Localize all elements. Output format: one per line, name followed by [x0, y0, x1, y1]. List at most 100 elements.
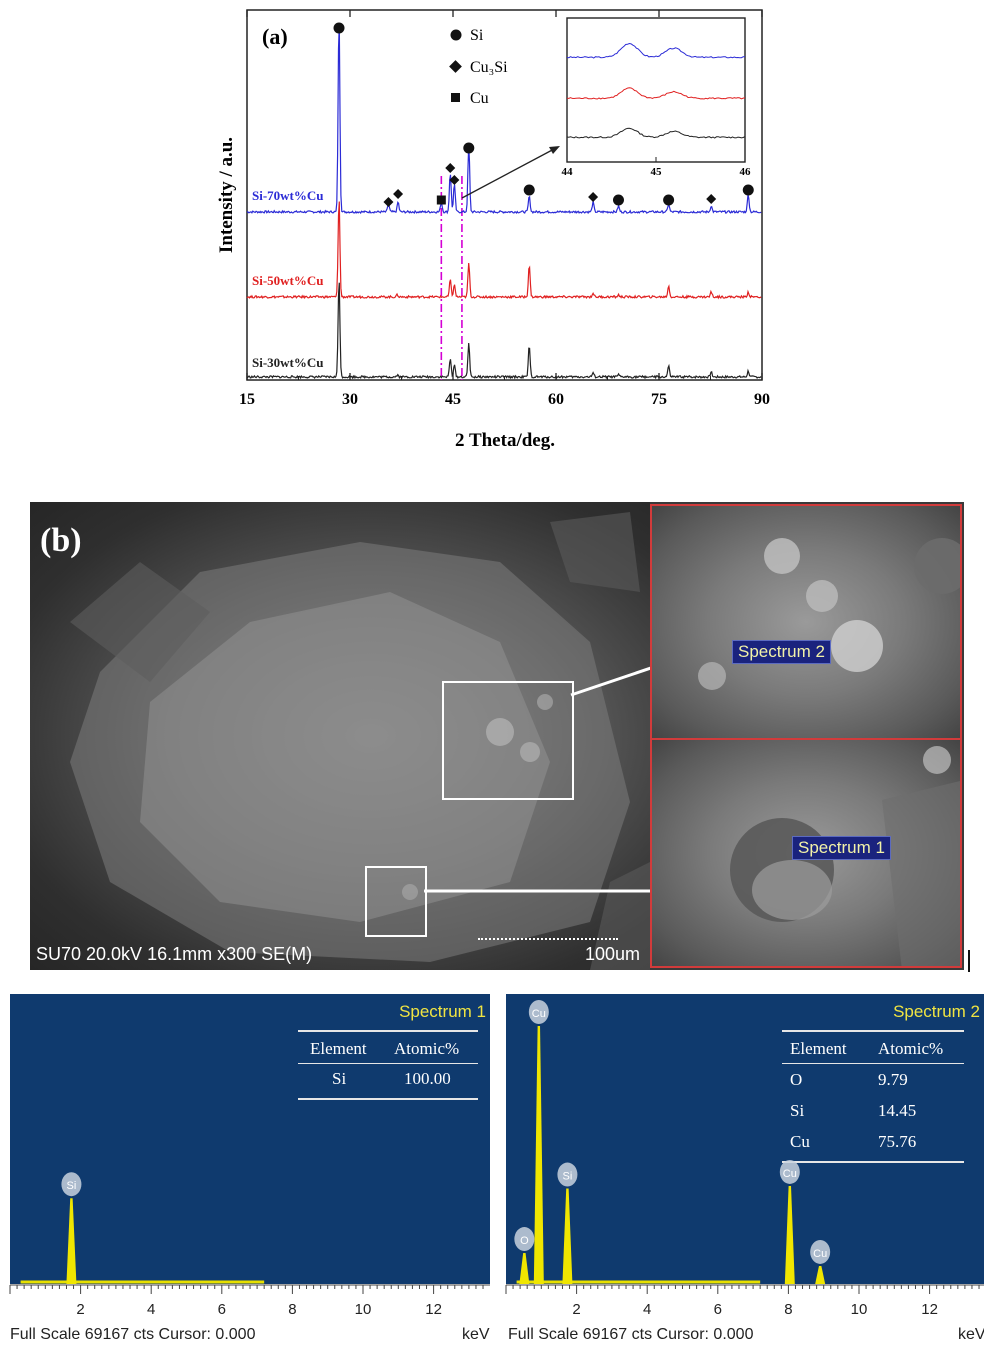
eds-2-row-2-value: 14.45 [878, 1101, 917, 1120]
zoom-box-upper [442, 681, 574, 800]
sem-edge-mark [968, 950, 970, 972]
sem-scale-bar-label: 100um [585, 944, 641, 964]
eds-peak-label: O [520, 1235, 529, 1247]
inset-arrow [461, 147, 557, 199]
sem-image: (b) SU70 20.0kV 16.1mm x300 SE(M) 100um … [30, 502, 964, 970]
x-tick-label: 15 [239, 391, 255, 408]
eds-1-footer: Full Scale 69167 cts Cursor: 0.000 [10, 1326, 256, 1343]
phase-markers [333, 22, 754, 207]
spectrum-1-tag: Spectrum 1 [792, 836, 891, 860]
sem-scale-dots [478, 938, 618, 940]
inset-tick-label: 46 [740, 166, 752, 178]
eds-2-header-atomic: Atomic% [878, 1039, 944, 1058]
eds-2-row-1-element: O [790, 1070, 803, 1089]
x-axis-ticks: 15 30 45 60 75 90 [239, 10, 770, 408]
eds-tick-label: 12 [425, 1301, 442, 1318]
eds-peak-label: Cu [532, 1008, 546, 1020]
eds-tick-label: 10 [355, 1301, 372, 1318]
sem-inset-spectrum-1: Spectrum 1 [650, 738, 962, 968]
eds-2-row-3-element: Cu [790, 1132, 810, 1151]
eds-1-title: Spectrum 1 [399, 1002, 486, 1021]
eds-1-unit: keV [462, 1326, 490, 1343]
si-marker [463, 142, 475, 154]
series-line-Si-50wt%Cu [246, 201, 762, 300]
series-label: Si-50wt%Cu [252, 273, 324, 288]
eds-tick-label: 2 [572, 1301, 580, 1318]
legend-square-marker [451, 93, 460, 102]
xrd-figure: 15 30 45 60 75 90 44 45 46 (a) Intensity / a.u.… [216, 9, 770, 451]
eds-peak-label: Cu [813, 1248, 827, 1260]
eds-2-footer: Full Scale 69167 cts Cursor: 0.000 [508, 1326, 754, 1343]
eds-peak-label: Si [67, 1180, 77, 1192]
eds-peak-Cu [815, 1265, 826, 1284]
x-tick-label: 60 [548, 391, 564, 408]
panel-b-label: (b) [40, 522, 82, 559]
xrd-series [246, 24, 762, 380]
inset-line-Si-50wt%Cu [566, 87, 746, 100]
particle-texture [70, 512, 650, 970]
eds-peak-bubble [557, 1162, 578, 1187]
cu3si-marker [706, 194, 717, 204]
eds-tick-label: 2 [76, 1301, 84, 1318]
series-label: Si-70wt%Cu [252, 188, 324, 203]
xrd-inset: 44 45 46 [562, 17, 752, 178]
sem-caption: SU70 20.0kV 16.1mm x300 SE(M) [36, 944, 313, 964]
cu3si-marker [588, 192, 599, 202]
eds-tick-label: 4 [147, 1301, 155, 1318]
legend-cu-label: Cu [470, 90, 489, 107]
x-tick-label: 30 [342, 391, 358, 408]
cu3si-marker [445, 163, 456, 173]
y-axis-label: Intensity / a.u. [216, 137, 237, 253]
si-marker [523, 184, 535, 196]
x-tick-label: 45 [445, 391, 461, 408]
eds-1-plot: Si [20, 1172, 265, 1284]
eds-1-row-element: Si [332, 1069, 347, 1088]
eds-peak-bubble [779, 1159, 800, 1184]
spectrum-2-tag: Spectrum 2 [732, 640, 831, 664]
zoom-box-lower [365, 866, 427, 937]
panel-a-label: (a) [262, 24, 288, 49]
eds-spectrum-1: Spectrum 1 Element Atomic% Si 100.00 Si [10, 994, 490, 1284]
eds-2-row-3-value: 75.76 [878, 1132, 917, 1151]
reference-lines [440, 176, 463, 380]
eds-tick-label: 4 [643, 1301, 651, 1318]
inset-tick-label: 44 [562, 166, 574, 178]
eds-peak-O [519, 1253, 530, 1284]
x-axis-label: 2 Theta/deg. [455, 430, 555, 451]
inset-line-Si-70wt%Cu [566, 42, 745, 59]
eds-peak-Si [66, 1198, 77, 1284]
legend: Si Cu₃Si Cu [449, 27, 508, 107]
eds-peak-bubble [810, 1239, 831, 1264]
eds-2-title: Spectrum 2 [893, 1002, 980, 1021]
x-tick-label: 75 [651, 391, 667, 408]
eds-peak-Cu [784, 1185, 795, 1284]
eds-peak-label: Si [563, 1171, 573, 1183]
eds-tick-label: 12 [921, 1301, 938, 1318]
eds-peak-bubble [514, 1227, 535, 1252]
eds-axes: 2 4 6 8 10 12 2 4 6 8 10 12 [9, 1284, 984, 1318]
inset-tick-label: 45 [651, 166, 663, 178]
eds-2-plot: O Cu Si Cu Cu [514, 1000, 831, 1284]
series-label: Si-30wt%Cu [252, 355, 324, 370]
eds-1-table: Element Atomic% Si 100.00 [298, 1030, 478, 1110]
legend-si-label: Si [470, 27, 484, 44]
eds-2-header-element: Element [790, 1039, 847, 1058]
eds-2-unit: keV [958, 1326, 984, 1343]
si-marker [742, 184, 754, 196]
eds-tick-label: 6 [218, 1301, 226, 1318]
legend-circle-marker [450, 29, 462, 41]
inset-arrowhead [549, 146, 560, 154]
eds-2-row-2-element: Si [790, 1101, 805, 1120]
x-tick-label: 90 [754, 391, 770, 408]
eds-1-header-element: Element [310, 1039, 367, 1058]
eds-peak-label: Cu [783, 1168, 797, 1180]
si-marker [663, 194, 675, 206]
eds-spectrum-2: Spectrum 2 Element Atomic% O 9.79 Si 14.… [506, 994, 984, 1284]
cu3si-marker [449, 175, 460, 185]
si-marker [333, 22, 345, 34]
eds-peak-Cu [533, 1026, 544, 1284]
eds-tick-label: 8 [288, 1301, 296, 1318]
si-marker [612, 194, 624, 206]
series-labels: Si-70wt%Cu Si-50wt%Cu Si-30wt%Cu [252, 188, 324, 370]
cu3si-marker [393, 189, 404, 199]
